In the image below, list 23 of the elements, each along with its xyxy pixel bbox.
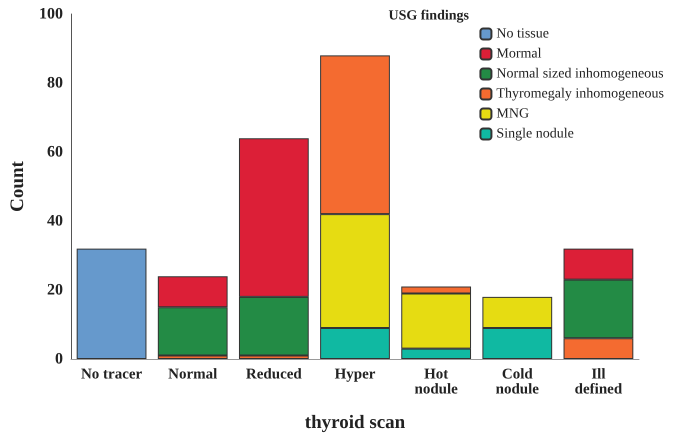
legend-label: No tissue [496, 26, 549, 42]
y-axis-title: Count [7, 160, 28, 212]
y-tick-label: 60 [47, 144, 63, 160]
x-axis-title: thyroid scan [304, 412, 406, 433]
bar [76, 248, 146, 359]
x-tick-label: No tracer [80, 366, 143, 382]
x-tick-label: Hot nodule [414, 366, 458, 398]
y-tick-label: 40 [47, 212, 63, 230]
legend-label: Thyromegaly inhomogeneous [496, 86, 664, 102]
x-tick-label: Cold nodule [496, 366, 540, 398]
legend-label: Single nodule [496, 126, 574, 142]
legend-label: Mormal [496, 46, 542, 62]
x-tick-label: Normal [168, 366, 218, 382]
legend-label: MNG [496, 106, 530, 122]
y-tick-label: 80 [47, 74, 63, 92]
legend-label: Normal sized inhomogeneous [496, 66, 664, 82]
x-tick-label: Hyper [334, 366, 376, 382]
x-tick-label: Reduced [246, 366, 302, 382]
legend-title: USG findings [388, 8, 470, 24]
y-tick-label: 100 [39, 6, 63, 22]
y-tick-label: 20 [47, 282, 63, 298]
x-tick-label: Ill defined [574, 366, 623, 398]
y-tick-label: 0 [55, 350, 63, 368]
